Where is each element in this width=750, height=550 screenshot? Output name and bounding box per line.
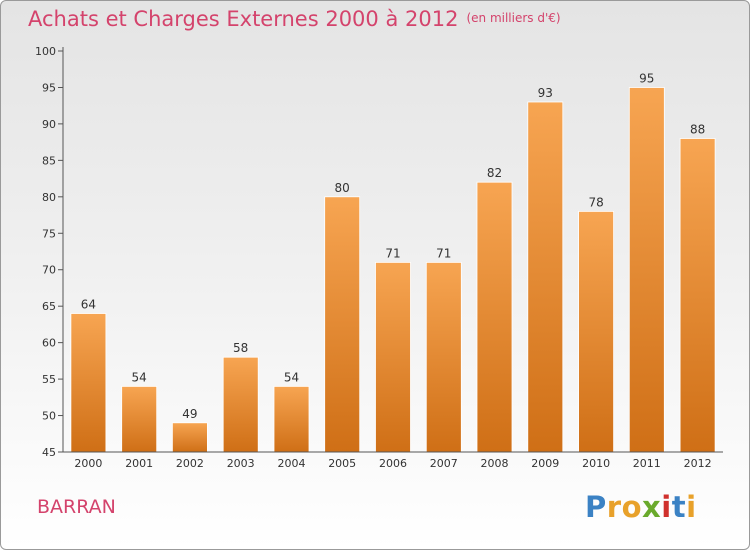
x-tick-label: 2001 [125, 457, 153, 470]
x-tick-label: 2007 [430, 457, 458, 470]
bar-2012 [679, 138, 716, 453]
bar-2006 [375, 261, 411, 453]
y-tick-label: 85 [42, 154, 56, 167]
logo-letter: o [621, 490, 643, 524]
x-tick-label: 2005 [328, 457, 356, 470]
bar-2001 [121, 385, 158, 453]
y-tick-label: 100 [35, 45, 56, 58]
bar-2007 [425, 261, 462, 453]
bar-2008 [476, 181, 513, 453]
x-tick-label: 2010 [582, 457, 610, 470]
bar-value-label: 58 [233, 341, 248, 355]
bar-2009 [527, 101, 564, 453]
bar-2000 [70, 313, 107, 453]
logo-letter: x [642, 490, 662, 524]
x-tick-label: 2008 [481, 457, 509, 470]
x-tick-label: 2006 [379, 457, 407, 470]
logo-letter: i [686, 490, 697, 524]
y-tick-label: 60 [42, 337, 56, 350]
x-tick-label: 2002 [176, 457, 204, 470]
chart-title-text: Achats et Charges Externes 2000 à 2012 [28, 7, 459, 31]
chart-subtitle: (en milliers d'€) [466, 11, 561, 25]
bars-group: 64 54 49 58 54 80 71 71 82 93 78 95 88 [70, 72, 716, 453]
axes-group: 2000 2001 2002 2003 2004 2005 2006 2007 2008 2009… [35, 45, 723, 470]
x-tick-label: 2012 [684, 457, 712, 470]
y-tick-label: 95 [42, 81, 56, 94]
bar-value-label: 80 [335, 181, 350, 195]
commune-name: BARRAN [37, 496, 116, 518]
x-tick-label: 2000 [74, 457, 102, 470]
logo-letter: i [661, 490, 672, 524]
logo-letter: r [606, 490, 622, 524]
y-tick-label: 90 [42, 118, 56, 131]
bar-2010 [578, 210, 614, 453]
chart-title: Achats et Charges Externes 2000 à 2012 (e… [28, 7, 561, 31]
bar-2004 [273, 385, 310, 453]
y-tick-label: 70 [42, 264, 56, 277]
x-tick-label: 2009 [531, 457, 559, 470]
bar-value-label: 64 [81, 298, 96, 312]
bar-value-label: 71 [436, 246, 451, 260]
logo-letter: t [671, 490, 687, 524]
bar-value-label: 93 [538, 86, 553, 100]
bar-value-label: 49 [182, 407, 197, 421]
x-tick-label: 2003 [227, 457, 255, 470]
y-tick-label: 45 [42, 446, 56, 459]
bar-value-label: 78 [588, 195, 603, 209]
bar-value-label: 95 [639, 72, 654, 86]
bar-value-label: 54 [284, 370, 299, 384]
bar-2002 [171, 422, 208, 453]
y-tick-label: 80 [42, 191, 56, 204]
x-tick-label: 2004 [278, 457, 306, 470]
x-tick-label: 2011 [633, 457, 661, 470]
logo-letter: P [585, 490, 607, 524]
y-tick-label: 55 [42, 373, 56, 386]
y-tick-label: 65 [42, 300, 56, 313]
y-tick-label: 50 [42, 410, 56, 423]
bar-value-label: 82 [487, 166, 502, 180]
bar-2011 [628, 87, 665, 453]
proxiti-logo: Proxiti [585, 490, 697, 524]
bar-value-label: 54 [132, 370, 147, 384]
bar-2003 [222, 356, 259, 453]
y-tick-label: 75 [42, 227, 56, 240]
bar-value-label: 71 [385, 246, 400, 260]
bar-2005 [324, 196, 361, 453]
bar-value-label: 88 [690, 123, 705, 137]
